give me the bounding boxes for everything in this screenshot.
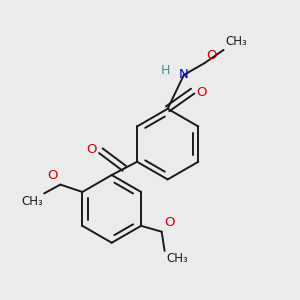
Text: O: O	[164, 216, 175, 230]
Text: N: N	[179, 68, 189, 81]
Text: O: O	[47, 169, 58, 182]
Text: O: O	[196, 86, 207, 99]
Text: O: O	[206, 49, 216, 62]
Text: O: O	[86, 143, 96, 156]
Text: CH₃: CH₃	[166, 252, 188, 265]
Text: CH₃: CH₃	[225, 35, 247, 48]
Text: CH₃: CH₃	[21, 195, 43, 208]
Text: H: H	[161, 64, 171, 77]
